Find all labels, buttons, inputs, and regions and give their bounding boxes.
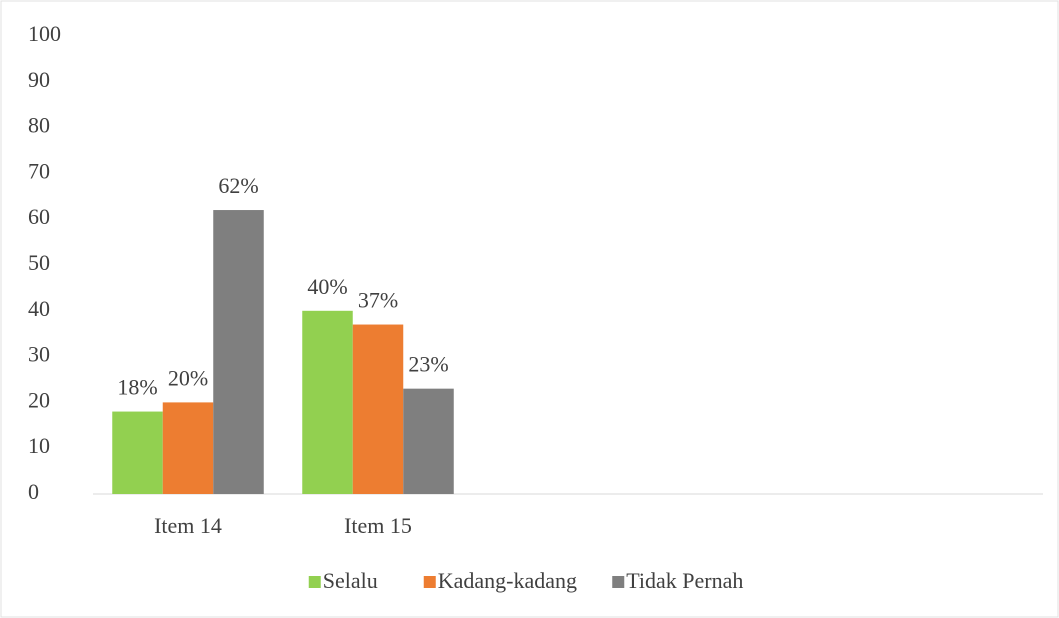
bar — [352, 324, 404, 494]
data-label: 23% — [408, 352, 448, 377]
y-tick-label: 80 — [28, 113, 50, 138]
data-label: 40% — [307, 274, 347, 299]
bar — [112, 411, 163, 494]
y-tick-label: 10 — [28, 433, 50, 458]
y-tick-label: 70 — [28, 158, 50, 183]
y-tick-label: 100 — [28, 21, 61, 46]
bar — [302, 310, 353, 494]
y-tick-label: 90 — [28, 67, 50, 92]
y-tick-label: 60 — [28, 204, 50, 229]
y-tick-label: 20 — [28, 387, 50, 412]
legend-swatch — [423, 576, 436, 588]
y-tick-label: 50 — [28, 250, 50, 275]
bar — [403, 388, 454, 494]
bar — [162, 402, 214, 494]
y-tick-label: 30 — [28, 342, 50, 367]
data-label: 62% — [218, 173, 258, 198]
legend-swatch — [612, 576, 625, 588]
y-tick-label: 0 — [28, 479, 39, 504]
data-label: 20% — [168, 365, 208, 390]
bar — [213, 210, 264, 495]
y-tick-label: 40 — [28, 296, 50, 321]
legend-swatch — [308, 576, 321, 588]
x-tick-label: Item 15 — [344, 513, 412, 538]
legend-label: Kadang-kadang — [438, 568, 577, 593]
legend-label: Tidak Pernah — [626, 568, 743, 593]
data-label: 37% — [358, 288, 398, 313]
x-tick-label: Item 14 — [154, 513, 222, 538]
legend-label: Selalu — [323, 568, 378, 593]
data-label: 18% — [117, 375, 157, 400]
